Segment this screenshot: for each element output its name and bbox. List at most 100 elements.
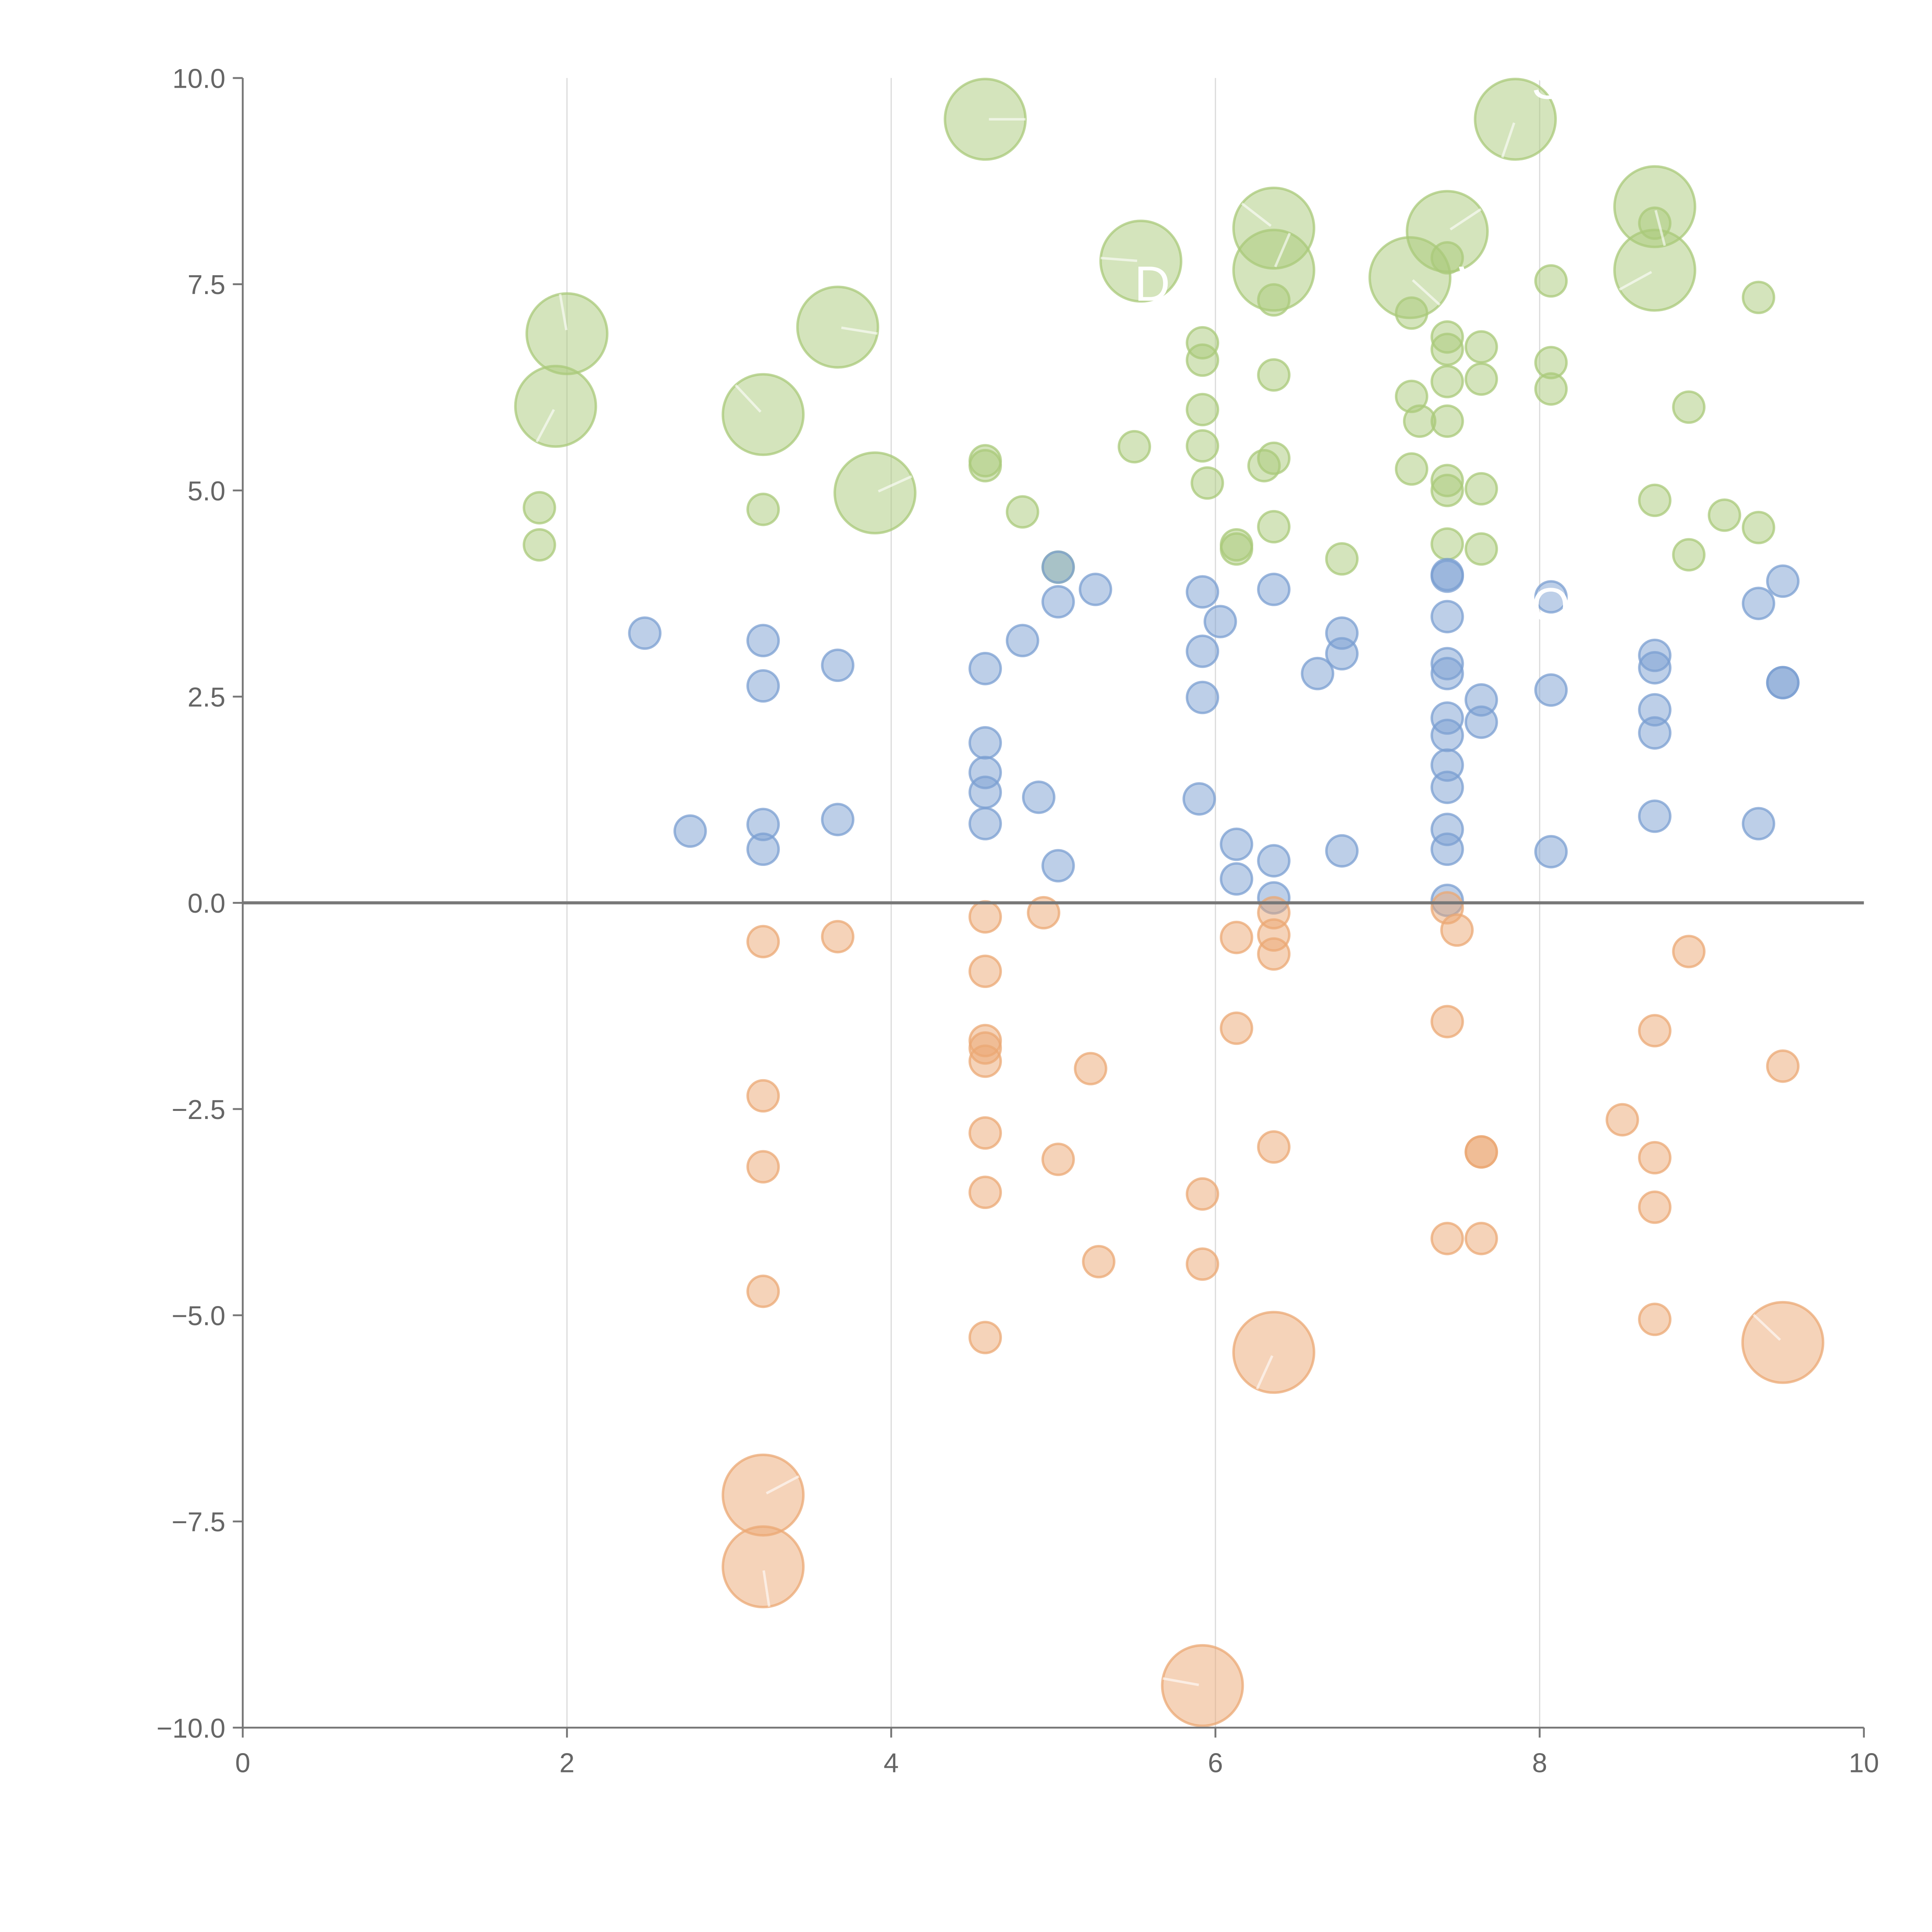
point-orange xyxy=(1232,1311,1315,1394)
x-tick-label: 4 xyxy=(884,1748,899,1778)
annotation-leader xyxy=(1162,1677,1199,1686)
point-blue xyxy=(1430,770,1464,804)
point-blue xyxy=(1041,550,1075,584)
point-orange xyxy=(1027,896,1061,930)
point-orange xyxy=(1638,1141,1672,1175)
annotation-leader xyxy=(1501,122,1515,158)
annotation-leader xyxy=(1412,279,1441,306)
point-orange xyxy=(1257,937,1291,971)
point-green xyxy=(796,286,879,369)
point-green xyxy=(1430,332,1464,366)
point-green xyxy=(1708,498,1742,532)
point-orange xyxy=(1082,1245,1116,1279)
point-green xyxy=(1185,393,1219,427)
point-blue xyxy=(1742,807,1776,840)
annotation-label: A xyxy=(1045,66,1078,122)
point-blue xyxy=(1219,827,1253,861)
annotation-leader xyxy=(841,326,878,335)
point-orange xyxy=(968,954,1002,988)
point-blue xyxy=(1430,832,1464,866)
point-orange xyxy=(1440,913,1474,947)
point-blue xyxy=(746,624,780,657)
annotation-label: W xyxy=(1459,256,1505,311)
point-blue xyxy=(1203,605,1237,638)
y-tick-label: −2.5 xyxy=(172,1094,225,1125)
point-blue xyxy=(1464,705,1498,739)
y-tick-label: 0.0 xyxy=(187,888,225,918)
point-orange xyxy=(1638,1190,1672,1224)
point-orange xyxy=(746,1150,780,1184)
y-tick-label: 10.0 xyxy=(172,63,225,94)
annotation-leader xyxy=(1100,257,1138,262)
x-tick-label: 0 xyxy=(235,1748,250,1778)
point-orange xyxy=(968,1116,1002,1150)
point-green xyxy=(1219,528,1253,562)
annotation-leader xyxy=(1619,271,1652,291)
y-tick-label: −5.0 xyxy=(172,1300,225,1331)
point-blue xyxy=(1182,782,1216,816)
point-green xyxy=(522,528,556,562)
point-green xyxy=(1430,241,1464,275)
point-green xyxy=(1257,510,1291,544)
x-tick-label: 10 xyxy=(1849,1748,1879,1778)
point-blue xyxy=(1325,834,1359,868)
point-orange xyxy=(1185,1177,1219,1211)
point-green xyxy=(1430,365,1464,398)
point-blue xyxy=(821,803,855,837)
point-blue xyxy=(1638,651,1672,685)
y-tick-label: 5.0 xyxy=(187,476,225,506)
point-blue xyxy=(1325,637,1359,671)
point-blue xyxy=(1078,573,1112,606)
point-orange xyxy=(721,1525,805,1609)
point-green xyxy=(1638,206,1672,240)
annotation-leader xyxy=(536,409,555,442)
point-green xyxy=(1430,473,1464,507)
data-points xyxy=(514,78,1825,1727)
annotation-leader xyxy=(1256,1355,1274,1389)
annotation-leader xyxy=(559,294,568,330)
point-blue xyxy=(1022,781,1056,814)
point-orange xyxy=(746,1079,780,1113)
point-blue xyxy=(968,726,1002,760)
y-tick-label: 2.5 xyxy=(187,682,225,713)
point-green xyxy=(968,449,1002,483)
point-green xyxy=(1325,542,1359,576)
point-blue xyxy=(1430,656,1464,690)
point-blue xyxy=(1257,573,1291,606)
annotation-leader xyxy=(1654,210,1666,246)
point-blue xyxy=(968,652,1002,685)
point-orange xyxy=(1605,1103,1639,1137)
point-blue xyxy=(821,648,855,682)
point-green xyxy=(1005,495,1039,529)
x-axis-ticks: 0 2 4 6 8 10 xyxy=(235,1728,1879,1778)
point-blue xyxy=(1257,844,1291,878)
point-green xyxy=(1185,343,1219,377)
point-blue xyxy=(746,669,780,703)
point-green xyxy=(1117,430,1151,464)
point-orange xyxy=(1430,1222,1464,1255)
point-blue xyxy=(1185,680,1219,714)
point-green xyxy=(1430,527,1464,561)
point-green xyxy=(1638,483,1672,517)
point-green xyxy=(1613,228,1696,312)
x-tick-label: 6 xyxy=(1208,1748,1223,1778)
point-green xyxy=(1672,538,1706,571)
point-orange xyxy=(1464,1135,1498,1169)
y-tick-label: −10.0 xyxy=(156,1713,225,1743)
point-orange xyxy=(1219,1011,1253,1045)
point-green xyxy=(1742,511,1776,544)
annotation-leader xyxy=(1241,202,1272,227)
point-green xyxy=(1474,78,1557,161)
annotations: A S D W OC xyxy=(1045,54,1606,633)
point-green xyxy=(514,365,597,448)
point-blue xyxy=(1742,587,1776,620)
point-green xyxy=(833,451,917,535)
point-orange xyxy=(721,1453,805,1537)
annotation-leader xyxy=(762,1570,770,1607)
point-orange xyxy=(821,920,855,954)
annotation-leader xyxy=(735,384,762,413)
point-blue xyxy=(1534,580,1568,614)
point-green xyxy=(522,491,556,525)
point-blue xyxy=(1219,862,1253,896)
